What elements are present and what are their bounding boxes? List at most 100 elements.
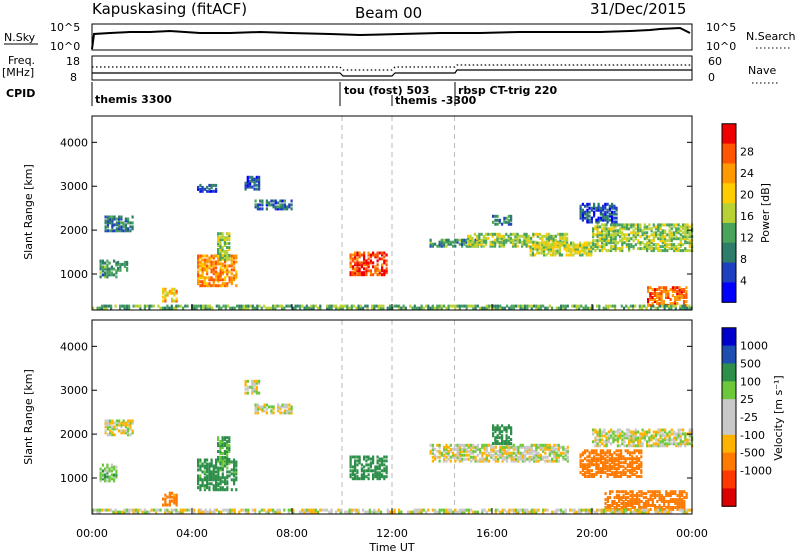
echo-cell [449,449,452,453]
echo-cell [688,233,691,237]
echo-cell [227,508,230,512]
echo-cell [496,426,499,430]
echo-cell [152,508,155,512]
echo-cell [688,434,691,438]
echo-cell [283,205,286,209]
echo-cell [235,468,238,472]
echo-cell [321,508,324,512]
y-tick-label: 1000 [60,472,88,485]
echo-cell [115,427,118,431]
echo-cell [255,389,258,393]
echo-cell [226,488,229,492]
echo-cell [385,455,388,459]
echo-cell [596,434,599,438]
echo-cell [601,229,604,233]
echo-cell [615,473,618,476]
echo-cell [586,220,589,224]
echo-cell [226,257,229,261]
echo-cell [106,471,109,475]
echo-cell [357,304,360,308]
echo-cell [514,238,517,242]
echo-cell [617,453,620,457]
echo-cell [616,247,619,251]
echo-cell [595,459,598,463]
echo-cell [164,287,167,291]
echo-cell [621,438,624,442]
echo-cell [634,444,637,448]
echo-cell [110,477,113,481]
echo-cell [420,304,423,308]
echo-cell [641,434,644,438]
echo-cell [661,239,664,243]
echo-cell [503,508,506,512]
echo-cell [606,461,609,465]
echo-cell [684,249,687,253]
echo-cell [634,243,637,247]
echo-cell [242,304,245,308]
echo-cell [186,508,189,512]
echo-cell [654,504,657,507]
echo-cell [99,467,102,471]
echo-cell [631,502,634,505]
echo-cell [653,294,656,298]
echo-cell [599,216,602,220]
echo-cell [579,461,582,465]
echo-cell [481,459,484,463]
echo-cell [104,429,107,433]
echo-cell [606,459,609,463]
echo-cell [625,444,628,448]
echo-cell [603,239,606,243]
echo-cell [647,500,650,503]
echo-cell [480,244,483,248]
echo-cell [265,306,268,310]
echo-cell [381,473,384,477]
echo-cell [255,177,258,181]
echo-cell [213,508,216,512]
echo-cell [510,445,513,449]
echo-cell [620,496,623,500]
echo-cell [676,286,679,290]
colorbar-tick-label: -1000 [740,465,772,478]
echo-cell [527,240,530,244]
echo-cell [633,457,636,461]
echo-cell [542,445,545,449]
echo-cell [666,243,669,247]
echo-cell [505,430,508,434]
echo-cell [219,262,222,266]
echo-cell [201,478,204,482]
echo-cell [536,245,539,249]
nsearch-tick-top: 10^5 [706,21,736,34]
echo-cell [684,432,687,436]
echo-cell [530,445,533,449]
echo-cell [633,506,636,509]
echo-cell [494,459,497,463]
echo-cell [530,306,533,310]
echo-cell [620,471,623,475]
echo-cell [229,510,232,514]
echo-cell [631,492,634,496]
echo-cell [470,244,473,248]
echo-cell [416,306,419,310]
echo-cell [505,240,508,244]
echo-cell [210,189,213,193]
echo-cell [199,478,202,482]
echo-cell [623,432,626,436]
echo-cell [615,490,618,494]
echo-cell [666,432,669,436]
echo-cell [650,227,653,231]
echo-cell [685,294,688,298]
echo-cell [533,457,536,461]
echo-cell [683,510,686,514]
echo-cell [548,236,551,240]
colorbar-segment [722,183,736,204]
echo-cell [374,465,377,469]
echo-cell [482,234,485,238]
echo-cell [563,241,566,245]
echo-cell [527,238,530,242]
nave-label: Nave [748,64,776,77]
echo-cell [688,304,691,308]
echo-cell [233,278,236,282]
echo-cell [228,255,231,259]
echo-cell [268,203,271,207]
echo-cell [629,510,632,514]
